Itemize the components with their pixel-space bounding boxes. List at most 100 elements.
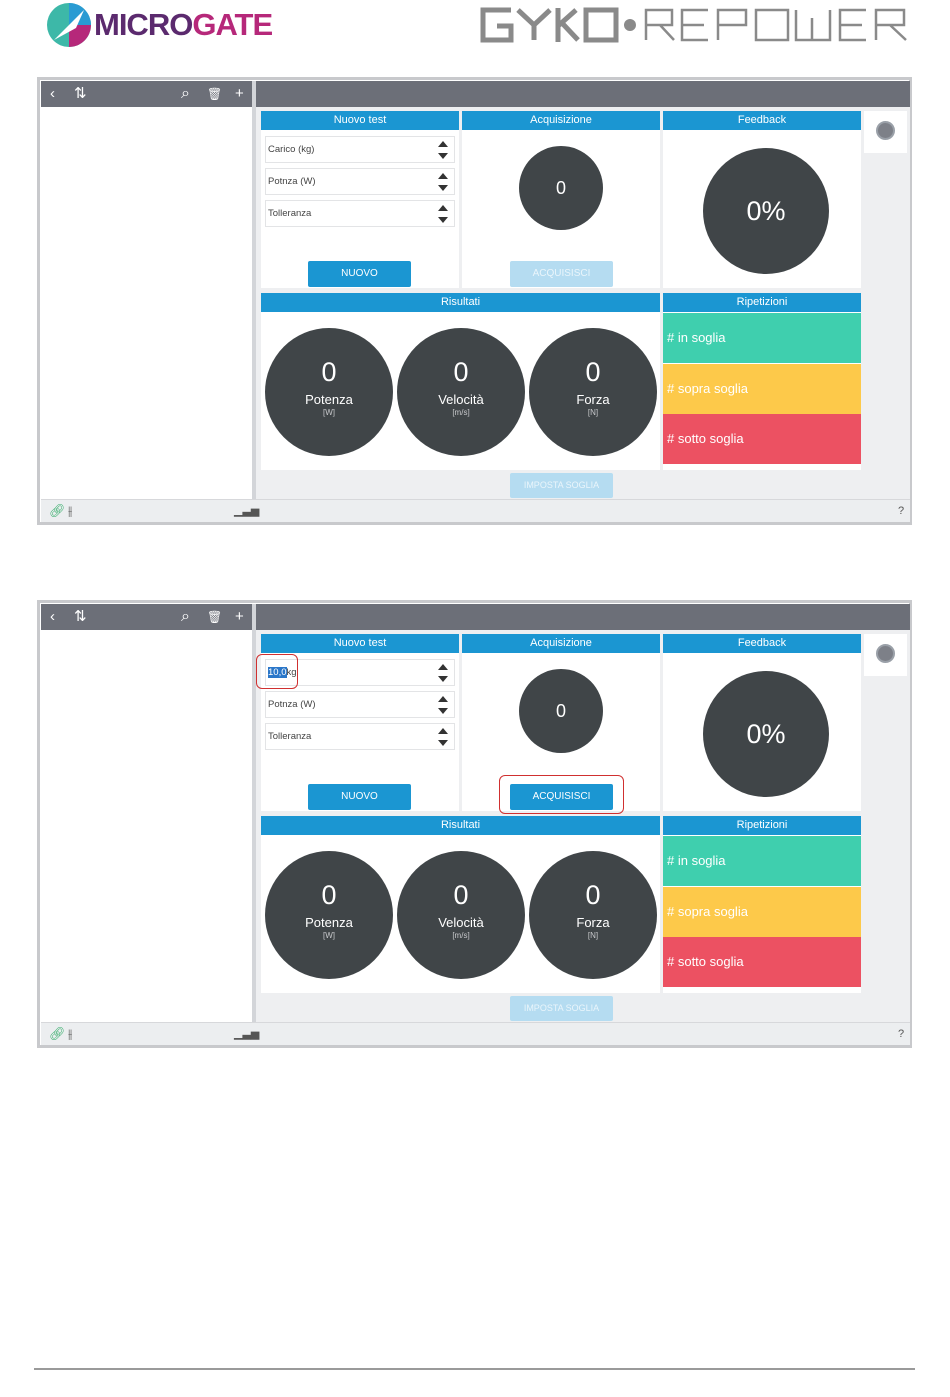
rep-sotto-soglia: # sotto soglia: [663, 937, 861, 987]
carico-field[interactable]: Carico (kg): [265, 136, 455, 163]
link-icon[interactable]: 🔗︎: [49, 503, 66, 518]
panel-divider[interactable]: [252, 81, 256, 499]
trash-icon[interactable]: 🗑: [207, 87, 223, 101]
feedback-panel: Feedback 0%: [663, 634, 861, 811]
forza-label: Forza: [576, 392, 610, 407]
velocita-value: 0: [453, 880, 469, 910]
ripetizioni-header: Ripetizioni: [663, 816, 861, 835]
right-toolbar: [256, 604, 910, 630]
nuovo-button[interactable]: NUOVO: [308, 784, 411, 810]
bottom-bar: 🔗︎ ⫲ ▁▃▅ ?: [41, 1022, 910, 1045]
potenza-unit: [W]: [323, 408, 335, 417]
spin-up-icon[interactable]: [438, 728, 448, 734]
rep-in-soglia: # in soglia: [663, 313, 861, 363]
rep-sopra-soglia: # sopra soglia: [663, 887, 861, 937]
sliders-icon[interactable]: ⫲: [68, 1026, 73, 1041]
nuovo-button[interactable]: NUOVO: [308, 261, 411, 287]
acquisisci-button[interactable]: ACQUISISCI: [510, 784, 613, 810]
logo-micro: MICRO: [94, 7, 193, 42]
test-list-panel: [41, 630, 252, 1022]
carico-selected-value: 10,0: [268, 667, 287, 678]
add-icon[interactable]: +: [235, 608, 244, 625]
help-icon[interactable]: ?: [898, 505, 905, 517]
microgate-wordmark: MICROGATE: [94, 7, 273, 43]
acquisisci-button[interactable]: ACQUISISCI: [510, 261, 613, 287]
left-toolbar: ‹ ⇅ ⌕ 🗑 +: [41, 81, 252, 107]
spin-down-icon[interactable]: [438, 676, 448, 682]
back-icon[interactable]: ‹: [50, 85, 55, 102]
tolleranza-label: Tolleranza: [268, 208, 312, 219]
forza-label: Forza: [576, 915, 610, 930]
microgate-logo: MICROGATE: [46, 2, 273, 48]
spin-down-icon[interactable]: [438, 217, 448, 223]
velocita-unit: [m/s]: [452, 931, 470, 940]
chart-icon[interactable]: ▁▃▅: [234, 1028, 260, 1040]
spin-up-icon[interactable]: [438, 205, 448, 211]
microgate-mark-icon: [47, 3, 91, 47]
trash-icon[interactable]: 🗑: [207, 610, 223, 624]
toggle-dot-icon[interactable]: [876, 644, 895, 663]
spin-up-icon[interactable]: [438, 141, 448, 147]
feedback-percentage: 0%: [703, 671, 829, 797]
help-icon[interactable]: ?: [898, 1028, 905, 1040]
acquisizione-counter: 0: [519, 669, 603, 753]
tolleranza-field[interactable]: Tolleranza: [265, 200, 455, 227]
main-content: Nuovo test Carico (kg) Potnza (W) Toller…: [256, 107, 910, 499]
right-toolbar: [256, 81, 910, 107]
potenza-value: 0: [321, 880, 337, 910]
spin-up-icon[interactable]: [438, 664, 448, 670]
spin-down-icon[interactable]: [438, 740, 448, 746]
link-icon[interactable]: 🔗︎: [49, 1026, 66, 1041]
chart-icon[interactable]: ▁▃▅: [234, 505, 260, 517]
forza-unit: [N]: [587, 931, 599, 940]
potenza-result: 0 Potenza [W]: [265, 851, 393, 979]
feedback-panel: Feedback 0%: [663, 111, 861, 288]
add-icon[interactable]: +: [235, 85, 244, 102]
app-screenshot-1: ‹ ⇅ ⌕ 🗑 + Nuovo test Carico (kg) Potnza …: [37, 77, 912, 525]
velocita-result: 0 Velocità [m/s]: [397, 328, 525, 456]
back-icon[interactable]: ‹: [50, 608, 55, 625]
nuovo-test-panel: Nuovo test 10,0kg Potnza (W) Tolleranza …: [256, 634, 459, 811]
spin-up-icon[interactable]: [438, 173, 448, 179]
sliders-icon[interactable]: ⫲: [68, 503, 73, 518]
ripetizioni-panel: Ripetizioni # in soglia # sopra soglia #…: [663, 816, 861, 993]
carico-field[interactable]: 10,0kg: [265, 659, 455, 686]
potenza-field[interactable]: Potnza (W): [265, 691, 455, 718]
rep-in-soglia: # in soglia: [663, 836, 861, 886]
imposta-soglia-button[interactable]: IMPOSTA SOGLIA: [510, 996, 613, 1021]
side-toggle[interactable]: [864, 634, 907, 676]
spin-down-icon[interactable]: [438, 185, 448, 191]
search-icon[interactable]: ⌕: [181, 608, 190, 625]
tolleranza-field[interactable]: Tolleranza: [265, 723, 455, 750]
main-content: Nuovo test 10,0kg Potnza (W) Tolleranza …: [256, 630, 910, 1022]
sort-icon[interactable]: ⇅: [74, 608, 87, 625]
velocita-label: Velocità: [438, 915, 484, 930]
potenza-unit: [W]: [323, 931, 335, 940]
acquisizione-header: Acquisizione: [462, 634, 660, 653]
panel-divider[interactable]: [252, 604, 256, 1022]
search-icon[interactable]: ⌕: [181, 85, 190, 102]
potenza-field[interactable]: Potnza (W): [265, 168, 455, 195]
nuovo-test-header: Nuovo test: [261, 111, 459, 130]
feedback-header: Feedback: [663, 634, 861, 653]
acquisizione-panel: Acquisizione 0 ACQUISISCI: [462, 634, 660, 814]
toggle-dot-icon[interactable]: [876, 121, 895, 140]
imposta-soglia-button[interactable]: IMPOSTA SOGLIA: [510, 473, 613, 498]
sort-icon[interactable]: ⇅: [74, 85, 87, 102]
spin-up-icon[interactable]: [438, 696, 448, 702]
spin-down-icon[interactable]: [438, 708, 448, 714]
velocita-value: 0: [453, 357, 469, 387]
footer-divider: [34, 1368, 915, 1370]
side-toggle[interactable]: [864, 111, 907, 153]
carico-unit: kg: [286, 667, 297, 678]
velocita-result: 0 Velocità [m/s]: [397, 851, 525, 979]
gyko-repower-logo: [480, 7, 907, 43]
risultati-header: Risultati: [261, 816, 660, 835]
spin-down-icon[interactable]: [438, 153, 448, 159]
forza-unit: [N]: [587, 408, 599, 417]
rep-sotto-soglia: # sotto soglia: [663, 414, 861, 464]
velocita-label: Velocità: [438, 392, 484, 407]
potenza-label: Potenza: [305, 392, 353, 407]
nuovo-test-header: Nuovo test: [261, 634, 459, 653]
potenza-result: 0 Potenza [W]: [265, 328, 393, 456]
